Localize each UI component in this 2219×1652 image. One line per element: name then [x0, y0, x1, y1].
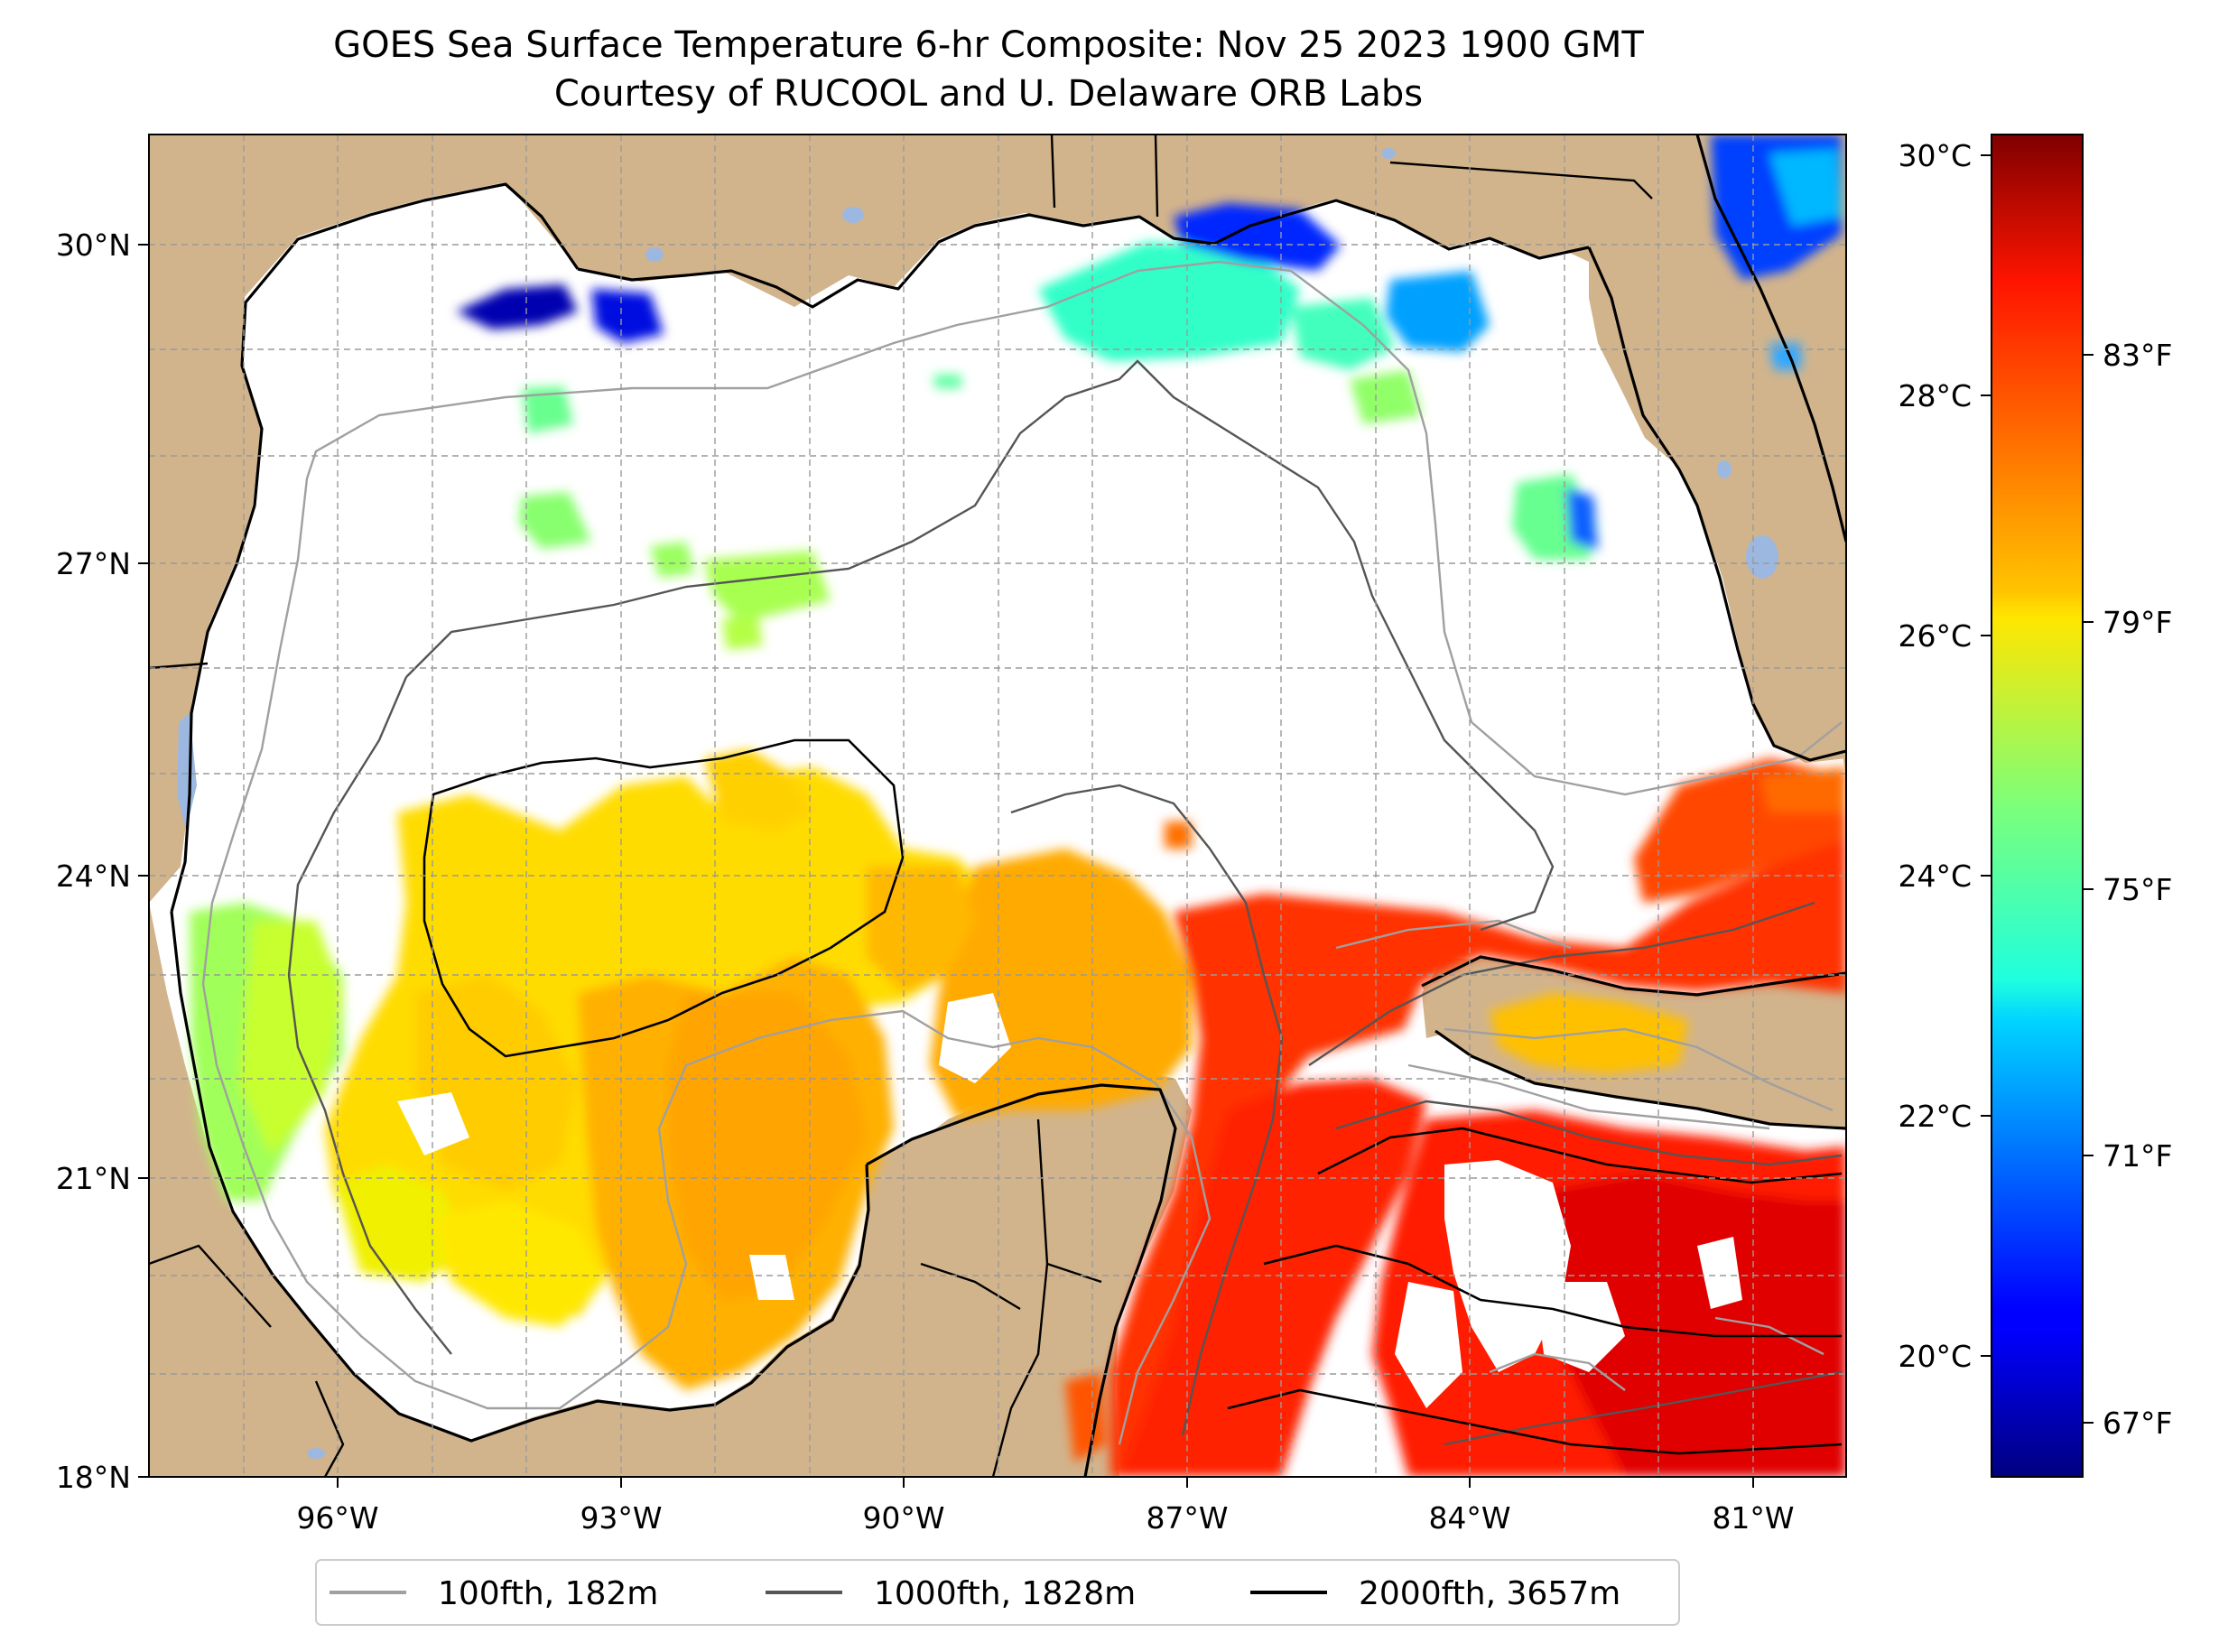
- lon-label: 81°W: [1712, 1500, 1794, 1536]
- florida-land: [1408, 135, 1846, 763]
- fahrenheit-label: 79°F: [2103, 605, 2172, 640]
- lakes: [177, 148, 1778, 1459]
- lat-label: 18°N: [56, 1460, 131, 1495]
- celsius-label: 26°C: [1898, 618, 1972, 654]
- celsius-label: 22°C: [1898, 1099, 1972, 1134]
- fahrenheit-label: 75°F: [2103, 872, 2172, 907]
- gridlines: [149, 135, 1846, 1477]
- fahrenheit-label: 71°F: [2103, 1138, 2172, 1174]
- map-subtitle: Courtesy of RUCOOL and U. Delaware ORB L…: [554, 73, 1423, 115]
- colorbar: 30°C 28°C 26°C 24°C 22°C 20°C 83°F 79°F …: [1898, 134, 2172, 1478]
- isobath-1000fth: [287, 359, 1843, 1446]
- legend-box: [315, 1559, 1680, 1626]
- isobath-100fth: [201, 260, 1843, 1445]
- political-borders: [149, 135, 1653, 1477]
- map-title: GOES Sea Surface Temperature 6-hr Compos…: [333, 24, 1644, 66]
- legend-label-100fth: 100fth, 182m: [438, 1575, 658, 1612]
- lat-label: 30°N: [56, 227, 131, 263]
- colorbar-gradient: [1991, 134, 2084, 1478]
- celsius-label: 24°C: [1898, 858, 1972, 894]
- colorbar-fahrenheit-axis: 83°F 79°F 75°F 71°F 67°F: [2083, 338, 2172, 1441]
- celsius-label: 20°C: [1898, 1339, 1972, 1374]
- lon-label: 87°W: [1146, 1500, 1228, 1536]
- cloud-gaps: [361, 993, 1742, 1408]
- celsius-label: 28°C: [1898, 378, 1972, 413]
- celsius-label: 30°C: [1898, 138, 1972, 173]
- lat-label: 24°N: [56, 858, 131, 894]
- lat-axis: 30°N 27°N 24°N 21°N 18°N: [56, 227, 149, 1495]
- map-panel[interactable]: [149, 135, 1846, 1477]
- lat-label: 21°N: [56, 1161, 131, 1196]
- legend: 100fth, 182m 1000fth, 1828m 2000fth, 365…: [315, 1559, 1680, 1626]
- colorbar-celsius-axis: 30°C 28°C 26°C 24°C 22°C 20°C: [1898, 138, 1992, 1374]
- fahrenheit-label: 83°F: [2103, 338, 2172, 373]
- lon-label: 96°W: [296, 1500, 378, 1536]
- fahrenheit-label: 67°F: [2103, 1406, 2172, 1441]
- coastline: [170, 135, 1846, 1477]
- lon-label: 90°W: [862, 1500, 944, 1536]
- legend-label-1000fth: 1000fth, 1828m: [874, 1575, 1136, 1612]
- isobath-2000fth: [422, 738, 1843, 1455]
- lon-label: 93°W: [580, 1500, 662, 1536]
- legend-label-2000fth: 2000fth, 3657m: [1359, 1575, 1620, 1612]
- lat-label: 27°N: [56, 546, 131, 581]
- lon-label: 84°W: [1428, 1500, 1510, 1536]
- lon-axis: 96°W 93°W 90°W 87°W 84°W 81°W: [296, 1477, 1795, 1536]
- map-frame: [148, 134, 1847, 1478]
